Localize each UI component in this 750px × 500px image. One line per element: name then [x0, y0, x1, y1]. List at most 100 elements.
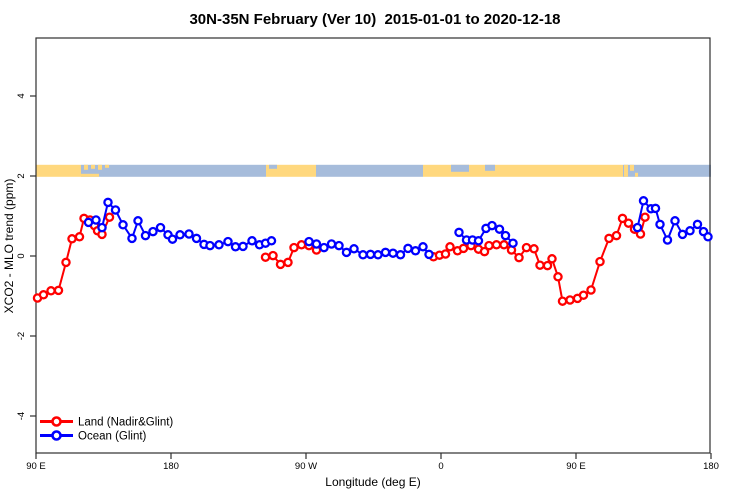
data-point: [424, 249, 434, 260]
data-point: [127, 233, 137, 244]
data-point: [617, 213, 628, 224]
data-point: [395, 250, 406, 260]
data-point: [110, 205, 121, 215]
data-point: [230, 242, 241, 252]
data-point: [53, 285, 64, 296]
series-ocean: [83, 196, 713, 260]
band-patch-land: [81, 173, 99, 177]
data-point: [640, 212, 650, 222]
data-point: [557, 296, 568, 306]
data-point: [223, 236, 233, 247]
x-tick-label: 90 E: [566, 461, 586, 472]
data-point: [611, 230, 622, 241]
data-point: [311, 239, 322, 249]
data-point: [638, 196, 649, 206]
data-point: [445, 242, 455, 252]
x-tick-label: 0: [438, 461, 443, 472]
x-axis-label: Longitude (deg E): [325, 475, 420, 489]
data-point: [388, 248, 398, 258]
data-point: [175, 230, 185, 240]
chart-title: 30N-35N February (Ver 10) 2015-01-01 to …: [189, 11, 561, 28]
data-point: [403, 243, 413, 254]
data-point: [529, 244, 539, 254]
data-point: [358, 250, 368, 260]
data-point: [410, 246, 421, 256]
band-patch-land: [624, 164, 628, 177]
data-point: [535, 260, 545, 270]
data-point: [191, 233, 202, 244]
data-point: [650, 203, 661, 214]
data-point: [454, 227, 464, 238]
data-point: [67, 234, 77, 244]
data-point: [604, 233, 614, 244]
data-point: [155, 222, 166, 233]
data-point: [148, 226, 158, 237]
y-tick-label: -2: [16, 332, 27, 340]
data-point: [283, 257, 293, 268]
data-point: [547, 254, 557, 264]
data-point: [380, 247, 391, 258]
data-point: [184, 229, 194, 239]
band-patch-land: [84, 164, 88, 170]
data-point: [341, 247, 352, 258]
band-patch-ocean: [451, 164, 469, 172]
data-point: [266, 236, 277, 246]
x-tick-label: 90 W: [295, 461, 317, 472]
band-segment-ocean: [623, 164, 711, 177]
data-point: [296, 240, 307, 250]
y-tick-label: 0: [16, 253, 27, 258]
data-point: [133, 216, 143, 226]
data-point: [61, 257, 71, 268]
data-point: [484, 240, 494, 251]
data-point: [260, 252, 271, 262]
data-point: [692, 219, 703, 230]
data-point: [91, 215, 101, 225]
data-point: [458, 243, 469, 254]
x-tick-label: 90 E: [26, 461, 46, 472]
data-point: [247, 236, 257, 246]
data-point: [103, 197, 113, 208]
band-patch-land: [105, 164, 109, 168]
data-point: [334, 240, 344, 251]
band-patch-ocean: [269, 164, 277, 169]
band-segment-land: [266, 164, 316, 177]
band-patch-land: [630, 164, 634, 171]
data-point: [104, 212, 115, 222]
data-point: [373, 250, 383, 260]
band-segment-land: [36, 164, 81, 177]
data-point: [655, 219, 665, 230]
y-tick-label: 4: [16, 93, 27, 98]
band-patch-land: [635, 172, 638, 177]
data-point: [670, 216, 680, 226]
data-point: [487, 220, 497, 231]
x-tick-label: 180: [703, 461, 719, 472]
data-point: [703, 232, 713, 242]
band-patch-land: [91, 164, 95, 169]
data-point: [440, 249, 451, 259]
data-point: [542, 260, 553, 271]
data-point: [514, 252, 524, 263]
data-point: [662, 235, 673, 245]
band-patch-land: [98, 164, 102, 170]
data-point: [632, 222, 643, 233]
data-point: [553, 272, 563, 282]
x-tick-label: 180: [163, 461, 179, 472]
data-point: [326, 239, 337, 249]
series-line: [432, 216, 646, 303]
legend-land-marker: [51, 416, 62, 427]
data-point: [319, 242, 329, 253]
data-point: [275, 259, 286, 270]
data-point: [365, 249, 376, 260]
data-point: [508, 238, 518, 248]
data-point: [491, 240, 502, 250]
y-axis-label: XCO2 - MLO trend (ppm): [2, 179, 16, 314]
data-point: [677, 229, 688, 240]
legend-ocean-label: Ocean (Glint): [78, 431, 147, 443]
surface-band: [36, 164, 711, 177]
data-point: [83, 217, 94, 228]
axes: 90 E 180 90 W 0 90 E 180 4 2 0 -2 -4: [16, 37, 719, 472]
data-point: [268, 250, 278, 261]
data-point: [349, 244, 359, 254]
